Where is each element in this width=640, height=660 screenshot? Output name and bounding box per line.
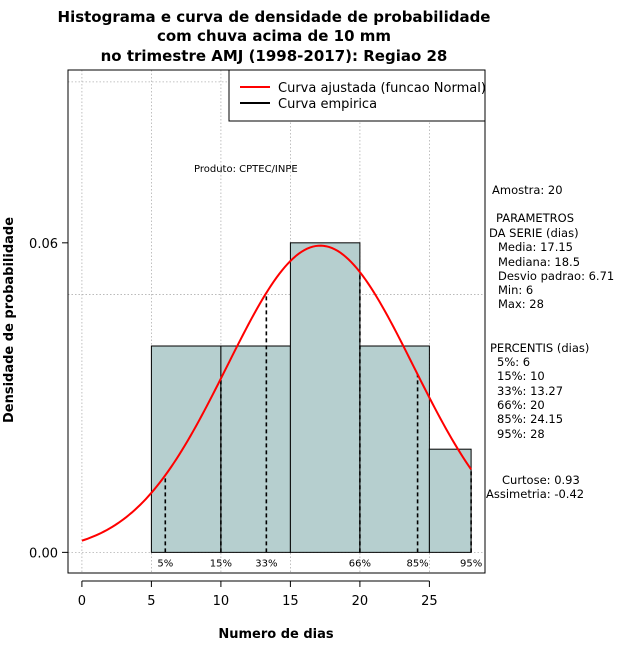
stat-p5: 5%: 6 [497,355,530,369]
percentile-label-3: 33% [255,558,277,569]
stat-max: Max: 28 [498,297,544,311]
stat-min: Min: 6 [498,283,533,297]
x-tick-label-20: 20 [352,594,369,609]
y-axis-title: Densidade de probabilidade [2,217,17,423]
stat-params-header-1: PARAMETROS [496,211,574,225]
x-tick-label-0: 0 [78,594,86,609]
x-tick-label-10: 10 [213,594,230,609]
y-tick-label-0: 0.00 [29,546,58,561]
chart-title-line-3: no trimestre AMJ (1998-2017): Regiao 28 [101,47,448,65]
stat-curtose: Curtose: 0.93 [502,473,580,487]
stat-p66: 66%: 20 [497,398,545,412]
x-axis-title: Numero de dias [218,627,334,642]
stat-p15: 15%: 10 [497,369,545,383]
percentile-label-1: 5% [157,558,173,569]
legend: Curva ajustada (funcao Normal) Curva emp… [228,69,486,122]
stat-perc-header: PERCENTIS (dias) [490,341,589,355]
legend-empirical-label: Curva empirica [278,97,377,112]
histogram-bar-5 [428,448,472,553]
histogram-bar-2 [220,345,291,553]
percentile-label-6: 95% [460,558,482,569]
normal-fit-curve [81,244,472,542]
histogram-bar-1 [150,345,222,553]
stat-amostra: Amostra: 20 [492,183,563,197]
normal-fit-line [81,244,472,542]
percentile-label-2: 15% [210,558,232,569]
product-annotation: Produto: CPTEC/INPE [194,164,298,175]
stat-desvio: Desvio padrao: 6.71 [498,269,614,283]
histogram-bar-3 [289,242,361,553]
histogram-bars [150,242,472,553]
stat-media: Media: 17.15 [498,240,573,254]
x-tick-label-5: 5 [147,594,155,609]
stat-params-header-2: DA SERIE (dias) [489,226,579,240]
stat-p33: 33%: 13.27 [497,384,563,398]
stat-assimetria: Assimetria: -0.42 [486,487,584,501]
stat-p95: 95%: 28 [497,427,545,441]
chart-title-line-1: Histograma e curva de densidade de proba… [58,8,491,26]
stats-panel: Amostra: 20 PARAMETROS DA SERIE (dias) M… [486,183,614,501]
stat-mediana: Mediana: 18.5 [498,255,580,269]
legend-box [228,69,486,122]
stat-p85: 85%: 24.15 [497,412,563,426]
x-tick-label-15: 15 [282,594,299,609]
x-tick-label-25: 25 [421,594,438,609]
percentile-label-5: 85% [406,558,428,569]
y-tick-label-1: 0.06 [29,237,58,252]
chart-title-line-2: com chuva acima de 10 mm [157,27,391,45]
legend-fit-label: Curva ajustada (funcao Normal) [278,81,486,96]
axes: 0 5 10 15 20 25 0.00 0.06 [29,237,438,609]
percentile-label-4: 66% [349,558,371,569]
percentile-markers: 5% 15% 33% 66% 85% 95% [157,272,482,569]
